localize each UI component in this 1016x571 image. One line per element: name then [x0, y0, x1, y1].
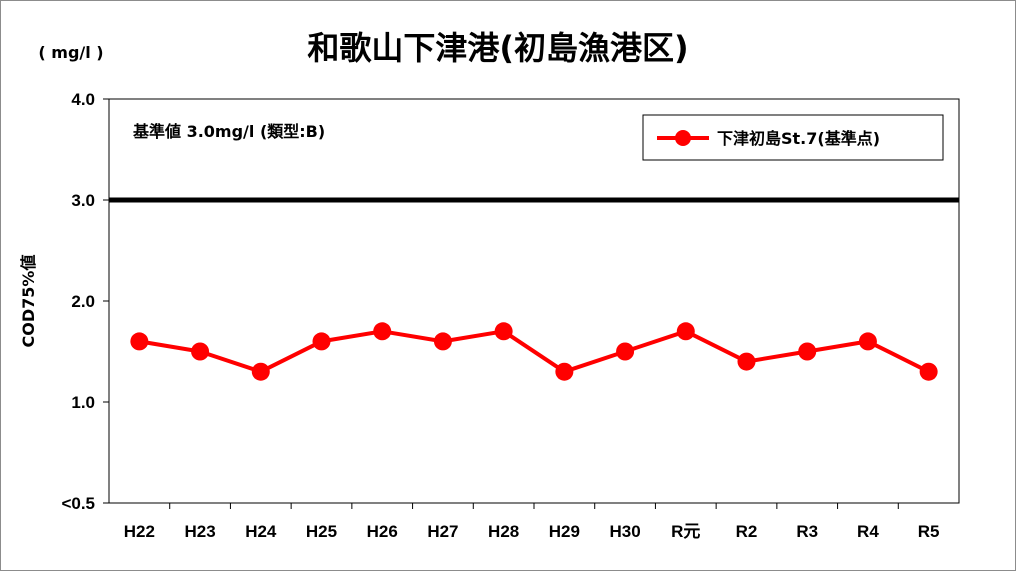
data-point	[676, 322, 695, 341]
x-tick-label: H27	[427, 522, 458, 541]
data-point	[191, 342, 210, 361]
data-point	[494, 322, 513, 341]
y-tick-label: 2.0	[71, 292, 95, 311]
y-tick-label: 1.0	[71, 393, 95, 412]
unit-label: ( mg/l )	[38, 43, 103, 62]
data-point	[858, 332, 877, 351]
legend: 下津初島St.7(基準点)	[642, 114, 944, 161]
x-tick-label: H24	[245, 522, 277, 541]
x-tick-label: H23	[184, 522, 215, 541]
data-point	[251, 362, 270, 381]
data-point	[919, 362, 938, 381]
y-axis-label: COD75%値	[19, 255, 38, 348]
x-tick-label: H28	[488, 522, 519, 541]
data-point	[555, 362, 574, 381]
standard-value-note: 基準値 3.0mg/l (類型:B)	[132, 122, 325, 141]
x-tick-label: H26	[367, 522, 398, 541]
data-point	[798, 342, 817, 361]
y-tick-label: 4.0	[71, 90, 95, 109]
series-line	[139, 329, 930, 374]
data-point	[433, 332, 452, 351]
legend-marker-swatch	[675, 130, 691, 146]
plot-area	[108, 98, 960, 504]
y-tick-label: <0.5	[61, 494, 95, 513]
y-axis-ticks: <0.5 1.0 2.0 3.0 4.0	[61, 90, 109, 513]
x-tick-label: H22	[124, 522, 155, 541]
y-tick-label: 3.0	[71, 191, 95, 210]
legend-label: 下津初島St.7(基準点)	[717, 129, 880, 148]
data-point	[616, 342, 635, 361]
data-point	[312, 332, 331, 351]
x-tick-label: R5	[918, 522, 940, 541]
data-point	[373, 322, 392, 341]
x-tick-label: H30	[609, 522, 640, 541]
x-tick-label: H29	[549, 522, 580, 541]
chart-title: 和歌山下津港(初島漁港区)	[307, 29, 688, 67]
x-tick-label: R元	[671, 522, 700, 541]
x-tick-label: R3	[796, 522, 818, 541]
x-tick-label: R2	[736, 522, 758, 541]
x-tick-label: R4	[857, 522, 879, 541]
series-layer	[130, 322, 938, 381]
data-point	[130, 332, 149, 351]
data-point	[737, 352, 756, 371]
x-axis-ticks: H22 H23 H24 H25 H26 H27 H28 H29 H30 R元 R2 R3 R4 R5	[124, 503, 940, 541]
x-tick-label: H25	[306, 522, 337, 541]
